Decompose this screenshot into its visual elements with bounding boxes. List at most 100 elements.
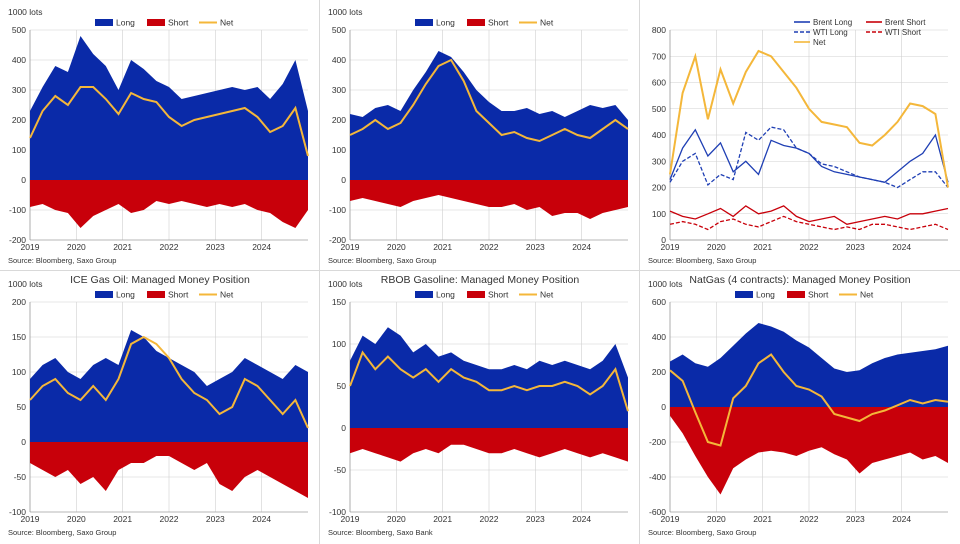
panel-divider — [319, 0, 320, 544]
legend-label: Long — [756, 290, 775, 300]
chart-panel-2: 1000 lots -200 -100 0 100 200 300 400 500 2019 202… — [320, 0, 640, 272]
x-tick-label: 2019 — [21, 242, 40, 252]
y-tick-label: 200 — [652, 183, 666, 193]
y-tick-label: 100 — [12, 145, 26, 155]
series-line-wti-long — [669, 126, 949, 189]
x-tick-label: 2020 — [67, 514, 86, 524]
chart-panel-4: ICE Gas Oil: Managed Money Position 1000 … — [0, 272, 320, 544]
y-tick-label: -400 — [649, 472, 666, 482]
source-note: Source: Bloomberg, Saxo Group — [8, 256, 116, 265]
y-axis-label: 1000 lots — [8, 7, 43, 17]
source-note: Source: Bloomberg, Saxo Group — [328, 256, 436, 265]
x-tick-label: 2019 — [661, 514, 680, 524]
source-note: Source: Bloomberg, Saxo Bank — [328, 528, 433, 537]
chart-svg-6: NatGas (4 contracts): Managed Money Posi… — [648, 274, 949, 537]
y-tick-label: 600 — [652, 297, 666, 307]
y-tick-label: 500 — [652, 104, 666, 114]
chart-title: NatGas (4 contracts): Managed Money Posi… — [689, 274, 910, 286]
series-area-long — [30, 36, 308, 180]
y-tick-label: 100 — [12, 367, 26, 377]
y-axis-label: 1000 lots — [648, 279, 683, 289]
y-tick-label: -600 — [649, 507, 666, 517]
source-note: Source: Bloomberg, Saxo Group — [648, 528, 756, 537]
source-note: Source: Bloomberg, Saxo Group — [8, 528, 116, 537]
chart-panel-1: 1000 lots -200 -100 0 100 200 300 400 500 2019 202… — [0, 0, 320, 272]
x-tick-label: 2021 — [753, 242, 772, 252]
y-tick-label: 150 — [12, 332, 26, 342]
series-area-short — [350, 428, 628, 462]
legend-swatch — [415, 19, 433, 26]
y-tick-label: 400 — [332, 55, 346, 65]
y-tick-label: 200 — [12, 115, 26, 125]
legend-label: Long — [436, 290, 455, 300]
x-tick-label: 2023 — [846, 514, 865, 524]
y-tick-label: -100 — [329, 205, 346, 215]
legend-label: Long — [116, 290, 135, 300]
x-tick-label: 2019 — [341, 514, 360, 524]
x-tick-label: 2024 — [572, 514, 591, 524]
chart-svg-4: ICE Gas Oil: Managed Money Position 1000 … — [8, 274, 309, 537]
x-tick-label: 2024 — [252, 242, 271, 252]
x-tick-label: 2024 — [572, 242, 591, 252]
x-tick-label: 2023 — [526, 514, 545, 524]
legend-label: Long — [116, 18, 135, 28]
chart-panel-6: NatGas (4 contracts): Managed Money Posi… — [640, 272, 960, 544]
legend-label: Short — [168, 290, 189, 300]
series-area-long — [30, 330, 308, 442]
y-tick-label: 100 — [332, 339, 346, 349]
y-tick-label: -100 — [9, 205, 26, 215]
legend-swatch — [735, 291, 753, 298]
x-tick-label: 2020 — [387, 242, 406, 252]
panel-divider — [0, 270, 960, 271]
x-tick-label: 2022 — [800, 242, 819, 252]
chart-svg-2: 1000 lots -200 -100 0 100 200 300 400 500 2019 202… — [328, 7, 629, 265]
x-tick-label: 2021 — [433, 242, 452, 252]
panel-divider — [639, 0, 640, 544]
y-tick-label: 300 — [332, 85, 346, 95]
legend-label: Brent Long — [813, 18, 852, 27]
y-axis-label: 1000 lots — [8, 279, 43, 289]
y-tick-label: 0 — [21, 437, 26, 447]
legend-swatch — [415, 291, 433, 298]
y-tick-label: -200 — [9, 235, 26, 245]
legend-swatch — [147, 19, 165, 26]
y-tick-label: 0 — [661, 402, 666, 412]
legend-label: Short — [808, 290, 829, 300]
legend-label: WTI Long — [813, 28, 848, 37]
y-tick-label: 0 — [341, 175, 346, 185]
legend-swatch — [467, 291, 485, 298]
series-area-long — [350, 327, 628, 428]
x-tick-label: 2024 — [892, 242, 911, 252]
x-tick-label: 2020 — [67, 242, 86, 252]
x-tick-label: 2024 — [252, 514, 271, 524]
legend-swatch — [95, 291, 113, 298]
x-tick-label: 2023 — [846, 242, 865, 252]
x-tick-label: 2020 — [387, 514, 406, 524]
y-tick-label: -100 — [9, 507, 26, 517]
y-tick-label: 500 — [12, 25, 26, 35]
x-tick-label: 2022 — [800, 514, 819, 524]
legend-label: Net — [540, 18, 554, 28]
x-tick-label: 2019 — [661, 242, 680, 252]
y-tick-label: 700 — [652, 51, 666, 61]
y-tick-label: 0 — [21, 175, 26, 185]
y-tick-label: -200 — [329, 235, 346, 245]
y-tick-label: -50 — [334, 465, 347, 475]
legend-label: Brent Short — [885, 18, 926, 27]
series-area-short — [350, 180, 628, 219]
y-tick-label: 150 — [332, 297, 346, 307]
legend-label: Net — [220, 18, 234, 28]
legend-label: Long — [436, 18, 455, 28]
x-tick-label: 2024 — [892, 514, 911, 524]
y-tick-label: 300 — [652, 156, 666, 166]
x-tick-label: 2021 — [753, 514, 772, 524]
y-axis-label: 1000 lots — [328, 7, 363, 17]
y-tick-label: -200 — [649, 437, 666, 447]
series-area-long — [350, 51, 628, 180]
series-line-net — [349, 350, 629, 412]
chart-panel-3: 0 100 200 300 400 500 600 700 800 2019 2020 2021 202… — [640, 0, 960, 272]
y-tick-label: 400 — [652, 130, 666, 140]
series-line-net — [29, 335, 309, 429]
series-area-short — [30, 180, 308, 228]
y-tick-label: -50 — [14, 472, 27, 482]
